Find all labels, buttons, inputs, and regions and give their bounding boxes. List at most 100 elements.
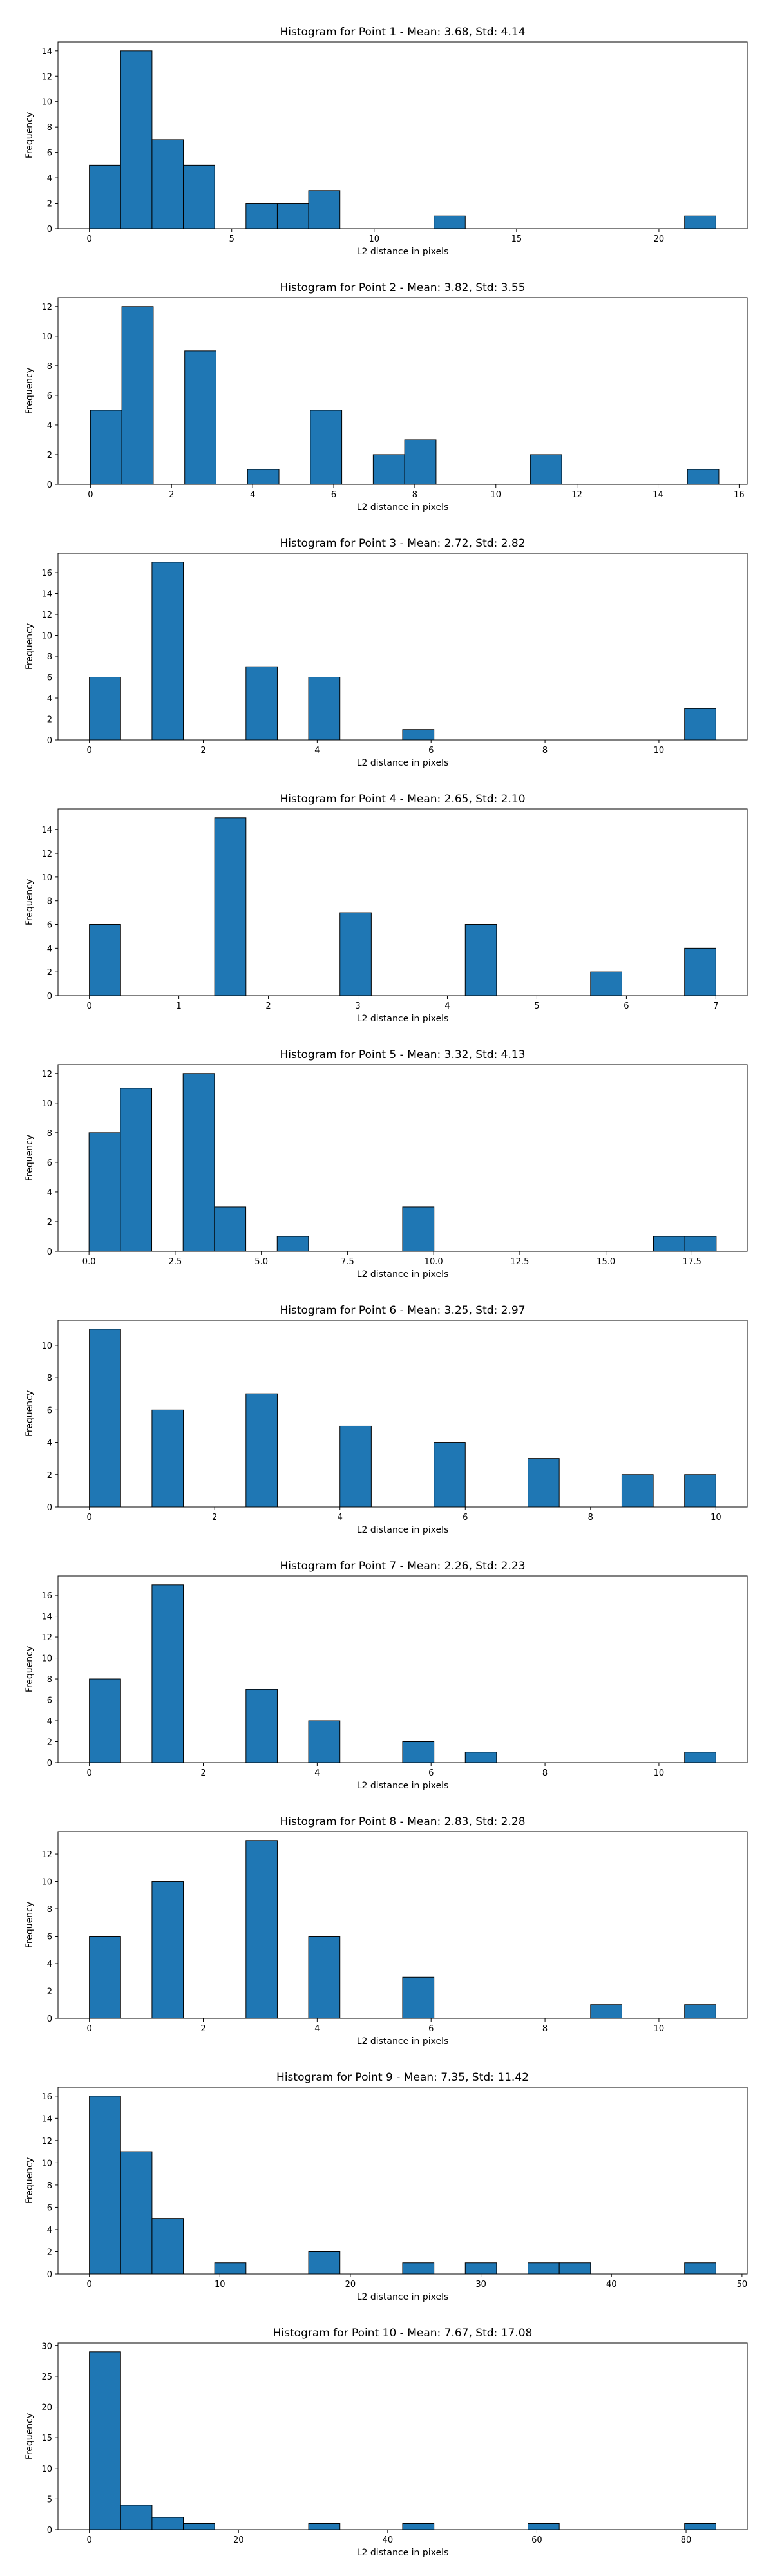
y-axis-label: Frequency [24,879,35,925]
histogram-bar [684,215,716,229]
chart-title: Histogram for Point 5 - Mean: 3.32, Std:… [280,1048,525,1061]
histogram-bar [402,729,435,741]
histogram-bar [151,1409,184,1508]
y-tick-label: 8 [47,1675,52,1685]
histogram-bar [245,1840,278,2019]
y-tick-label: 2 [47,968,52,978]
x-axis-label: L2 distance in pixels [357,1525,449,1535]
x-axis-label: L2 distance in pixels [357,758,449,768]
x-axis-label: L2 distance in pixels [357,1269,449,1280]
histogram-bar [88,1132,121,1252]
x-tick-label: 7.5 [341,1257,354,1267]
x-tick-label: 6 [624,1001,629,1011]
x-tick-label: 0 [86,1768,91,1778]
x-tick-label: 16 [734,490,745,500]
y-tick-label: 4 [47,174,52,184]
y-tick-label: 25 [41,2372,52,2382]
y-tick-label: 8 [47,362,52,372]
histogram-bar [684,2262,716,2275]
y-tick-label: 0 [47,2014,52,2024]
histogram-bar [183,2523,215,2530]
y-tick-label: 10 [41,873,52,883]
histogram-bar [121,306,154,485]
histogram-bar [404,439,437,485]
y-tick-label: 4 [47,694,52,704]
x-tick-label: 4 [250,490,255,500]
y-tick-label: 4 [47,2226,52,2235]
histogram-bar [464,1752,497,1763]
x-tick-label: 50 [737,2280,748,2289]
x-tick-label: 60 [531,2535,542,2545]
x-tick-label: 10 [490,490,501,500]
y-tick-label: 2 [47,451,52,460]
y-tick-label: 0 [47,992,52,1001]
x-tick-label: 6 [428,746,434,755]
x-tick-label: 6 [463,1513,468,1522]
histogram-bar [89,2351,121,2530]
y-tick-label: 12 [41,1633,52,1643]
x-axis-label: L2 distance in pixels [357,2292,449,2302]
histogram-bar [684,708,716,741]
x-axis-label: L2 distance in pixels [357,247,449,257]
y-axis-label: Frequency [24,1646,35,1692]
y-tick-label: 30 [41,2342,52,2351]
y-axis-label: Frequency [24,368,35,414]
y-tick-label: 12 [41,849,52,859]
histogram-bar [151,1881,184,2019]
x-tick-label: 10 [654,746,665,755]
y-tick-label: 2 [47,200,52,209]
histogram-subplot: 0 2 4 6 8 10 0 2 4 6 8 10 12 Histogram for Point 8 - … [24,1815,748,2047]
histogram-bar [120,2505,153,2530]
y-tick-label: 14 [41,590,52,600]
x-tick-label: 0 [86,2535,91,2545]
y-axis-label: Frequency [24,1902,35,1948]
y-tick-label: 2 [47,1738,52,1748]
y-tick-label: 10 [41,1654,52,1664]
histogram-subplot: 0 2 4 6 8 10 0 2 4 6 8 10 12 14 16 Histogram for Point … [24,537,748,768]
y-tick-label: 8 [47,1374,52,1383]
y-tick-label: 16 [41,2092,52,2102]
x-tick-label: 8 [542,746,548,755]
x-tick-label: 4 [314,2024,320,2034]
y-tick-label: 4 [47,944,52,954]
histogram-bar [528,2523,560,2530]
histogram-bar [339,912,372,996]
y-tick-label: 4 [47,421,52,431]
y-tick-label: 0 [47,225,52,234]
y-tick-label: 10 [41,98,52,108]
histogram-bar [308,190,341,229]
x-tick-label: 10.0 [425,1257,443,1267]
histogram-bar [89,164,121,229]
histogram-bar [339,1425,372,1508]
chart-title: Histogram for Point 8 - Mean: 2.83, Std:… [280,1815,525,1828]
histogram-subplot: 0 10 20 30 40 50 0 2 4 6 8 10 12 14 16 Histogram for Po… [24,2071,748,2302]
y-tick-label: 12 [41,1850,52,1860]
y-tick-label: 8 [47,123,52,133]
y-tick-label: 16 [41,569,52,578]
y-tick-label: 10 [41,1099,52,1109]
y-axis-label: Frequency [24,1135,35,1181]
histogram-bar [684,2523,716,2530]
y-tick-label: 8 [47,2181,52,2191]
histogram-bar [653,1236,685,1252]
histogram-subplot: 0 2 4 6 8 10 0 2 4 6 8 10 12 14 16 Histogram for Point … [24,1560,748,1791]
plot-frame [57,297,748,485]
histogram-bar [151,2517,184,2530]
histogram-bar [89,2096,121,2275]
histogram-bar [120,50,153,229]
plot-frame [57,1064,748,1252]
y-tick-label: 0 [47,480,52,490]
x-tick-label: 10 [654,2024,665,2034]
histogram-bar [245,666,278,741]
plot-frame [57,2087,748,2275]
chart-title: Histogram for Point 7 - Mean: 2.26, Std:… [280,1560,525,1573]
x-tick-label: 20 [233,2535,244,2545]
histogram-bar [308,2251,341,2275]
x-axis-label: L2 distance in pixels [357,1781,449,1791]
x-tick-label: 0 [88,490,93,500]
histogram-bar [89,1678,121,1763]
x-tick-label: 40 [606,2280,617,2289]
x-tick-label: 0 [86,1513,91,1522]
chart-title: Histogram for Point 3 - Mean: 2.72, Std:… [280,537,525,550]
y-tick-label: 6 [47,149,52,158]
